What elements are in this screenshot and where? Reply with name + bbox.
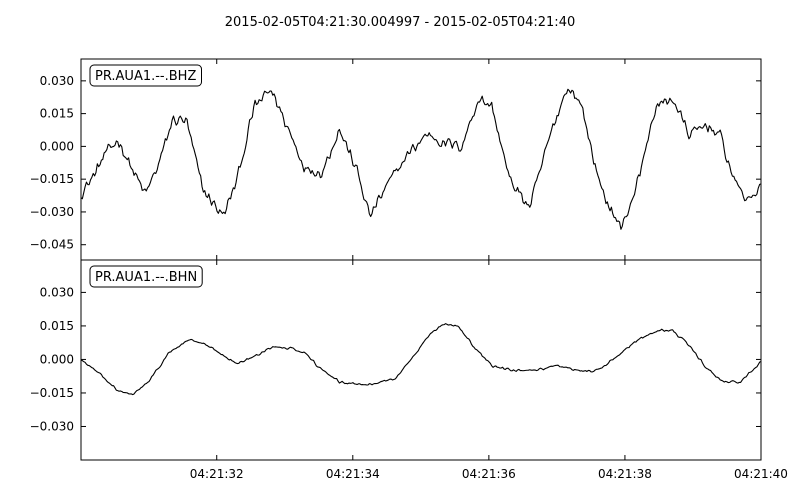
x-tick-label: 04:21:38 (598, 467, 652, 481)
y-tick-label: 0.030 (40, 74, 74, 88)
panel-bhz: 0.030 0.015 0.000 −0.015 −0.030 −0.045 PR.AUA1… (30, 58, 762, 261)
waveform-line (80, 88, 762, 230)
panel-bhn: 0.030 0.015 0.000 −0.015 −0.030 PR.AUA1.--.BH… (30, 259, 762, 461)
x-tick-label: 04:21:34 (326, 467, 380, 481)
y-tick-label: −0.015 (30, 172, 74, 186)
trace-label-box: PR.AUA1.--.BHN (89, 265, 203, 288)
y-tick-label: 0.000 (40, 352, 74, 366)
panel-frame (80, 259, 762, 461)
x-tick-label: 04:21:40 (734, 467, 788, 481)
trace-label-frame (89, 265, 203, 288)
panel-frame (80, 58, 762, 261)
x-tick-label: 04:21:32 (190, 467, 244, 481)
y-tick-label: −0.030 (30, 205, 74, 219)
trace-label: PR.AUA1.--.BHZ (95, 69, 196, 84)
y-tick-label: −0.015 (30, 386, 74, 400)
trace-label-frame (89, 64, 202, 87)
y-tick-label: 0.000 (40, 139, 74, 153)
trace-label: PR.AUA1.--.BHN (95, 270, 197, 285)
y-tick-label: 0.015 (40, 107, 74, 121)
y-tick-label: −0.045 (30, 238, 74, 252)
x-tick-label: 04:21:36 (462, 467, 516, 481)
y-tick-label: 0.015 (40, 319, 74, 333)
chart-title: 2015-02-05T04:21:30.004997 - 2015-02-05T… (225, 15, 575, 30)
x-axis: 04:21:32 04:21:34 04:21:36 04:21:38 04:21:40 (190, 467, 788, 481)
y-tick-label: 0.030 (40, 285, 74, 299)
waveform-line (80, 323, 762, 396)
trace-label-box: PR.AUA1.--.BHZ (89, 64, 202, 87)
y-tick-label: −0.030 (30, 419, 74, 433)
